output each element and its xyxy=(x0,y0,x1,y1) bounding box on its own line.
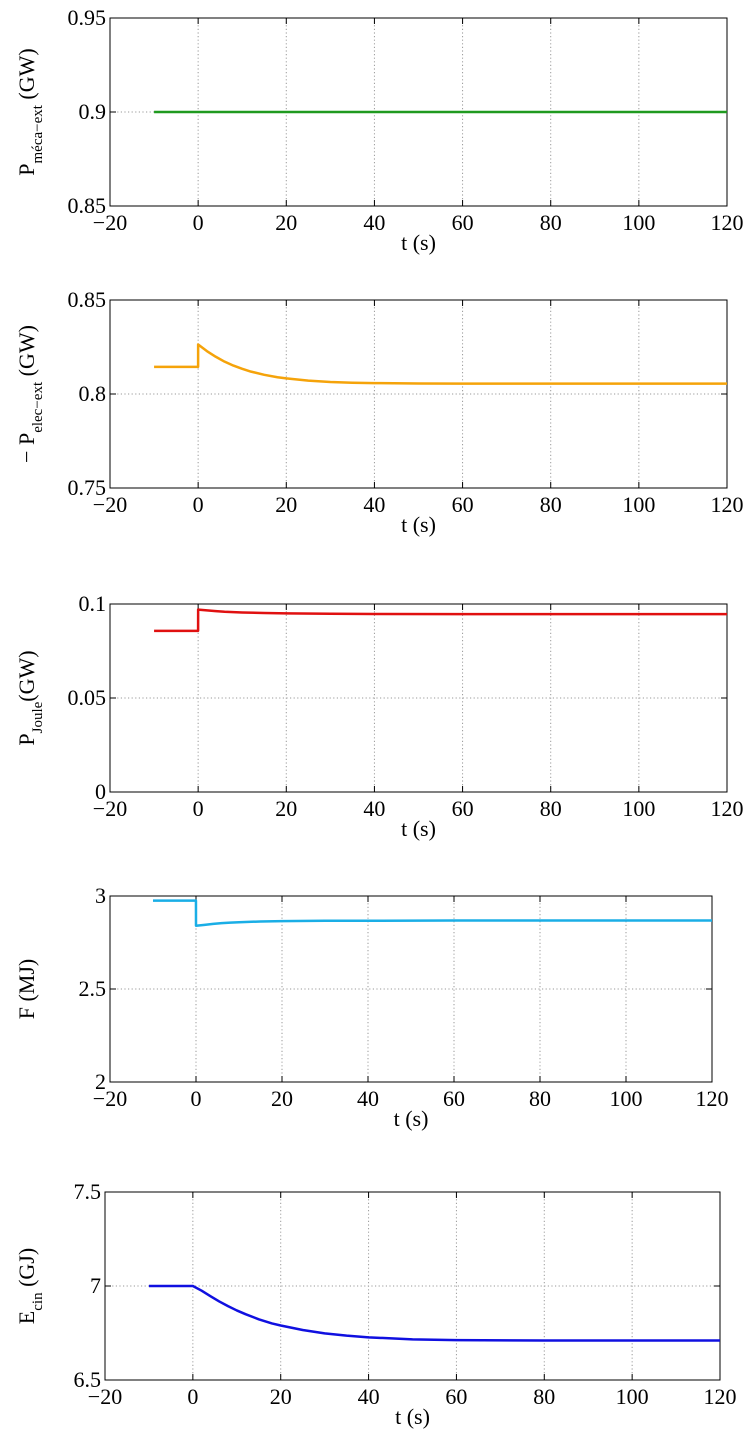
subplot-5: −20 0 20 40 60 80 100 120 6.5 7 7.5 t (s) Ecin (GJ) xyxy=(14,1179,737,1429)
x-tick-label: 20 xyxy=(275,492,297,517)
x-tick-label: 100 xyxy=(622,210,655,235)
x-tick-label: 100 xyxy=(610,1086,643,1111)
series-line xyxy=(154,343,727,385)
y-tick-label: 0.8 xyxy=(79,381,107,406)
x-tick-label: −20 xyxy=(93,492,127,517)
x-tick-label: 120 xyxy=(696,1086,729,1111)
y-tick-label: 0.85 xyxy=(68,193,107,218)
x-tick-label: 40 xyxy=(363,796,385,821)
x-axis-label: t (s) xyxy=(401,230,436,255)
x-tick-label: 40 xyxy=(357,1086,379,1111)
y-axis-label: Pméca−ext (GW) xyxy=(14,48,46,176)
x-tick-label: 80 xyxy=(540,796,562,821)
x-tick-label: 60 xyxy=(443,1086,465,1111)
y-tick-label: 0.05 xyxy=(68,685,107,710)
x-tick-label: 20 xyxy=(275,210,297,235)
x-tick-label: 40 xyxy=(358,1384,380,1409)
x-tick-label: 80 xyxy=(540,492,562,517)
x-tick-label: 80 xyxy=(529,1086,551,1111)
x-tick-label: −20 xyxy=(93,210,127,235)
y-tick-label: 3 xyxy=(95,883,106,908)
y-axis-label: − Pelec−ext (GW) xyxy=(14,325,46,463)
x-tick-label: −20 xyxy=(88,1384,122,1409)
x-tick-label: 100 xyxy=(616,1384,649,1409)
subplot-4: −20 0 20 40 60 80 100 120 2 2.5 3 t (s) F (MJ) xyxy=(14,883,729,1131)
x-tick-label: 20 xyxy=(271,1086,293,1111)
x-tick-label: 120 xyxy=(711,210,744,235)
y-tick-label: 2 xyxy=(95,1069,106,1094)
y-axis-label: Ecin (GJ) xyxy=(14,1248,46,1324)
x-tick-label: 60 xyxy=(452,492,474,517)
y-tick-label: 7 xyxy=(90,1273,101,1298)
axes-box xyxy=(109,603,728,793)
x-axis-label: t (s) xyxy=(401,512,436,537)
x-tick-label: 120 xyxy=(711,796,744,821)
x-axis-label: t (s) xyxy=(395,1404,430,1429)
y-tick-label: 2.5 xyxy=(79,976,107,1001)
y-tick-label: 7.5 xyxy=(74,1179,102,1204)
x-tick-label: 120 xyxy=(711,492,744,517)
y-axis-label: F (MJ) xyxy=(14,959,39,1020)
x-tick-label: 100 xyxy=(622,492,655,517)
axes-box xyxy=(109,299,728,489)
x-tick-label: 100 xyxy=(622,796,655,821)
x-tick-label: 80 xyxy=(540,210,562,235)
x-tick-label: −20 xyxy=(93,1086,127,1111)
x-tick-label: 40 xyxy=(363,492,385,517)
subplot-2: −20 0 20 40 60 80 100 120 0.75 0.8 0.85 t (s) − Pele… xyxy=(14,287,744,537)
y-tick-label: 0.1 xyxy=(79,591,107,616)
x-tick-label: 60 xyxy=(452,796,474,821)
series-line xyxy=(153,899,712,928)
x-tick-label: 120 xyxy=(704,1384,737,1409)
x-tick-label: −20 xyxy=(93,796,127,821)
y-tick-label: 0.9 xyxy=(79,99,107,124)
y-tick-label: 0.95 xyxy=(68,5,107,30)
y-tick-label: 6.5 xyxy=(74,1367,102,1392)
y-tick-label: 0.75 xyxy=(68,475,107,500)
x-tick-label: 0 xyxy=(193,492,204,517)
x-tick-label: 0 xyxy=(191,1086,202,1111)
x-axis-label: t (s) xyxy=(394,1106,429,1131)
x-tick-label: 0 xyxy=(193,210,204,235)
x-tick-label: 20 xyxy=(275,796,297,821)
x-axis-label: t (s) xyxy=(401,816,436,841)
series-line xyxy=(148,1284,720,1342)
x-tick-label: 40 xyxy=(363,210,385,235)
series-line xyxy=(154,608,727,633)
x-tick-label: 0 xyxy=(187,1384,198,1409)
x-tick-label: 0 xyxy=(193,796,204,821)
x-tick-label: 20 xyxy=(270,1384,292,1409)
y-axis-label: PJoule(GW) xyxy=(14,650,46,745)
y-tick-label: 0 xyxy=(95,779,106,804)
y-tick-label: 0.85 xyxy=(68,287,107,312)
x-tick-label: 60 xyxy=(452,210,474,235)
x-tick-label: 60 xyxy=(445,1384,467,1409)
x-tick-label: 80 xyxy=(533,1384,555,1409)
subplot-1: −20 0 20 40 60 80 100 120 0.85 0.9 0.95 t (s) Pméca−… xyxy=(14,5,744,255)
